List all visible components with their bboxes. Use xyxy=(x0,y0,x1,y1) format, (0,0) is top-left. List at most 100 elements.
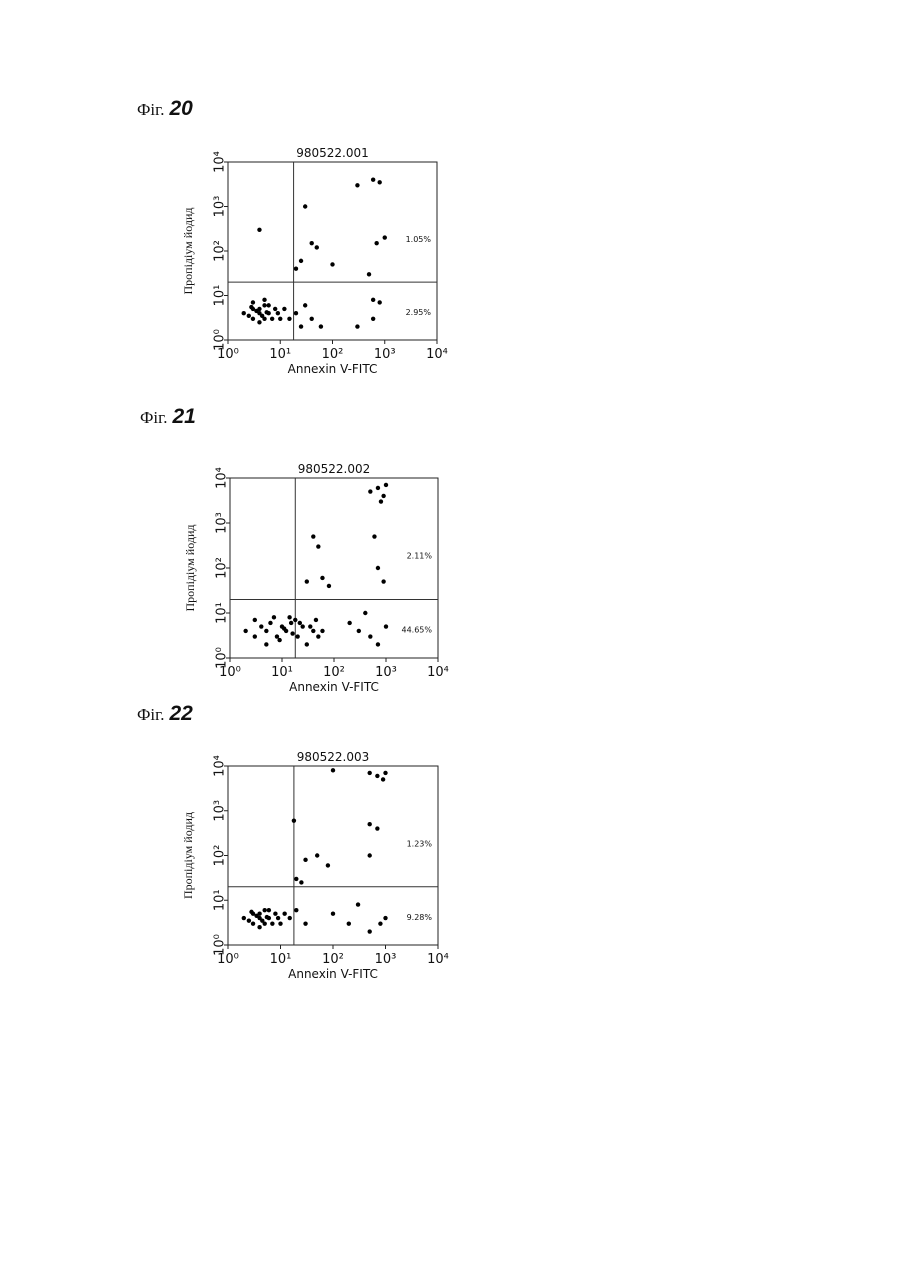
data-point xyxy=(251,300,255,304)
data-point xyxy=(355,324,359,328)
data-point xyxy=(377,300,381,304)
data-point xyxy=(282,307,286,311)
data-point xyxy=(264,310,268,314)
data-point xyxy=(327,584,331,588)
data-point xyxy=(278,921,282,925)
data-point xyxy=(303,858,307,862)
data-point xyxy=(247,314,251,318)
data-point xyxy=(273,307,277,311)
data-point xyxy=(383,771,387,775)
y-tick-label: 10³ xyxy=(215,512,230,534)
data-point xyxy=(320,629,324,633)
chart-title: 980522.003 xyxy=(297,750,370,764)
x-tick-label: 10³ xyxy=(374,347,396,362)
data-point xyxy=(276,916,280,920)
data-point xyxy=(275,634,279,638)
data-point xyxy=(298,621,302,625)
data-point xyxy=(249,305,253,309)
data-point xyxy=(249,910,253,914)
data-point xyxy=(367,771,371,775)
data-point xyxy=(254,309,258,313)
y-tick-label: 10⁴ xyxy=(213,755,228,777)
x-tick-label: 10² xyxy=(322,347,344,362)
chart-title: 980522.001 xyxy=(296,146,369,160)
data-point xyxy=(308,624,312,628)
data-point xyxy=(253,618,257,622)
x-tick-label: 10² xyxy=(323,665,345,680)
quadrant-label: 9.28% xyxy=(407,913,433,922)
data-point xyxy=(305,579,309,583)
data-point xyxy=(377,180,381,184)
figure-number: 21 xyxy=(171,405,195,428)
data-point xyxy=(383,916,387,920)
x-tick-label: 10³ xyxy=(375,665,397,680)
data-point xyxy=(381,579,385,583)
data-point xyxy=(277,638,281,642)
data-point xyxy=(331,768,335,772)
quadrant-label: 1.05% xyxy=(406,235,432,244)
quadrant-label: 44.65% xyxy=(401,626,432,635)
data-point xyxy=(287,317,291,321)
data-point xyxy=(264,642,268,646)
data-point xyxy=(371,298,375,302)
document-page: Фіг.20980522.00110⁰10¹10²10³10⁴10⁰10¹10²… xyxy=(0,0,900,1273)
x-tick-label: 10¹ xyxy=(270,952,292,967)
data-point xyxy=(347,921,351,925)
y-axis-label: Пропідіум йодид xyxy=(181,812,195,899)
data-point xyxy=(372,534,376,538)
data-point xyxy=(242,916,246,920)
quadrant-label: 2.11% xyxy=(407,552,433,561)
data-point xyxy=(310,241,314,245)
x-axis-label: Annexin V-FITC xyxy=(288,967,378,981)
data-point xyxy=(264,629,268,633)
data-point xyxy=(265,915,269,919)
data-point xyxy=(367,272,371,276)
data-point xyxy=(303,921,307,925)
data-point xyxy=(262,298,266,302)
data-point xyxy=(320,576,324,580)
data-point xyxy=(367,929,371,933)
figure-prefix: Фіг. xyxy=(137,100,164,119)
figure-number: 20 xyxy=(168,97,193,120)
data-point xyxy=(294,877,298,881)
data-point xyxy=(257,228,261,232)
data-point xyxy=(262,908,266,912)
data-point xyxy=(272,615,276,619)
chart-title: 980522.002 xyxy=(298,462,371,476)
data-point xyxy=(260,918,264,922)
data-point xyxy=(384,483,388,487)
data-point xyxy=(371,178,375,182)
y-tick-label: 10⁴ xyxy=(215,467,230,489)
y-tick-label: 10¹ xyxy=(215,602,230,624)
data-point xyxy=(379,499,383,503)
data-point xyxy=(266,303,270,307)
data-point xyxy=(262,303,266,307)
data-point xyxy=(374,241,378,245)
y-tick-label: 10⁰ xyxy=(215,647,230,669)
y-tick-label: 10² xyxy=(213,845,228,867)
data-point xyxy=(315,245,319,249)
y-tick-label: 10² xyxy=(215,557,230,579)
data-point xyxy=(242,311,246,315)
data-point xyxy=(251,317,255,321)
x-axis-label: Annexin V-FITC xyxy=(288,362,378,376)
data-point xyxy=(311,534,315,538)
data-point xyxy=(375,826,379,830)
data-point xyxy=(331,912,335,916)
x-tick-label: 10⁴ xyxy=(426,347,448,362)
data-point xyxy=(310,317,314,321)
y-tick-label: 10³ xyxy=(213,196,228,218)
data-point xyxy=(294,311,298,315)
data-point xyxy=(355,183,359,187)
data-point xyxy=(257,320,261,324)
data-point xyxy=(299,880,303,884)
data-point xyxy=(260,314,264,318)
data-point xyxy=(314,618,318,622)
data-point xyxy=(347,621,351,625)
data-point xyxy=(270,317,274,321)
data-point xyxy=(381,777,385,781)
data-point xyxy=(243,629,247,633)
data-point xyxy=(292,818,296,822)
data-point xyxy=(299,324,303,328)
data-point xyxy=(268,621,272,625)
